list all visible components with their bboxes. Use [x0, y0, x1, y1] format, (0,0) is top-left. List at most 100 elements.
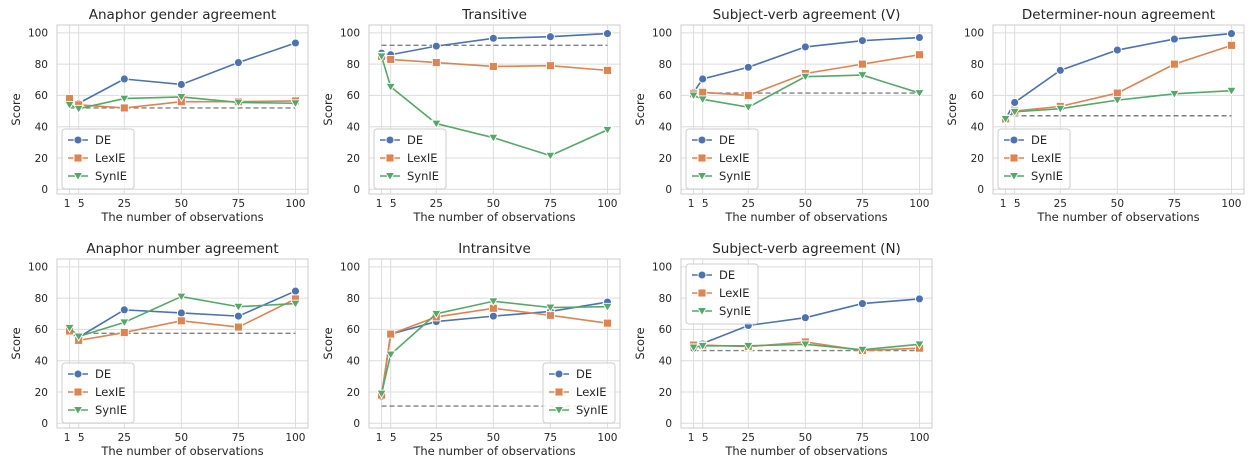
data-point-de: [1112, 45, 1122, 55]
x-axis-label: The number of observations: [1036, 210, 1199, 224]
legend-label: SynIE: [576, 403, 608, 417]
y-tick-label: 80: [659, 293, 672, 305]
legend-label: DE: [719, 268, 735, 282]
data-point-lexie: [545, 61, 555, 71]
data-point-synie: [602, 302, 613, 313]
legend-marker: [554, 369, 564, 379]
legend: DE LexIE SynIE: [373, 128, 447, 190]
legend-marker: [385, 135, 395, 145]
plot-frame: [56, 24, 309, 195]
data-point-de: [857, 299, 867, 309]
series-synie: [376, 297, 613, 399]
plot-frame: [992, 24, 1245, 195]
x-tick-label: 1: [376, 198, 383, 210]
x-tick-label: 100: [1221, 198, 1241, 210]
legend-marker: [72, 406, 84, 416]
x-axis-label: The number of observations: [100, 210, 263, 224]
x-tick-label: 50: [799, 432, 812, 444]
legend-marker: [73, 153, 83, 163]
x-tick-label: 1: [64, 432, 71, 444]
legend-entry-de: DE: [68, 133, 111, 147]
x-tick-label: 5: [78, 198, 85, 210]
x-tick-label: 50: [175, 432, 188, 444]
data-point-synie: [602, 125, 613, 136]
legend-label: LexIE: [95, 151, 126, 165]
data-point-lexie: [1112, 88, 1122, 98]
y-tick-label: 20: [35, 153, 48, 165]
legend-entry-lexie: LexIE: [692, 151, 750, 165]
data-point-lexie: [1226, 40, 1236, 50]
legend-entry-synie: SynIE: [380, 169, 439, 183]
y-tick-label: 60: [35, 324, 48, 336]
data-point-de: [1055, 65, 1065, 75]
series-line-lexie: [380, 307, 608, 396]
data-point-de: [915, 33, 924, 42]
legend-entry-de: DE: [549, 367, 592, 381]
data-point-synie: [1169, 90, 1180, 100]
subplot-1: 1 5 25 50 75 100 0 20 40 60 80 100 Anaphor gender ag…: [9, 7, 309, 224]
data-point-de: [800, 313, 810, 323]
y-tick-label: 40: [35, 356, 48, 368]
data-point-synie: [118, 94, 130, 104]
data-point-synie: [64, 100, 75, 111]
data-point-synie: [64, 324, 75, 334]
data-point-de: [233, 58, 243, 68]
legend-marker: [384, 172, 396, 182]
x-tick-label: 25: [742, 198, 755, 210]
data-point-de: [1226, 29, 1236, 39]
plot-frame: [368, 258, 621, 429]
series-synie: [376, 52, 613, 161]
x-tick-label: 100: [285, 198, 305, 210]
y-tick-label: 0: [41, 418, 48, 430]
y-tick-label: 80: [35, 59, 48, 71]
data-point-lexie: [119, 328, 129, 337]
legend-entry-synie: SynIE: [692, 169, 751, 183]
y-tick-label: 60: [347, 90, 360, 102]
legend-entry-synie: SynIE: [68, 169, 127, 183]
x-tick-label: 25: [118, 198, 131, 210]
series-synie: [64, 292, 301, 342]
y-tick-label: 0: [353, 418, 360, 430]
legend-label: DE: [576, 367, 592, 381]
x-tick-label: 100: [597, 432, 617, 444]
legend-label: SynIE: [1031, 169, 1063, 183]
data-point-synie: [385, 82, 397, 93]
chart-title: Subject-verb agreement (N): [712, 241, 901, 257]
plot-frame: [680, 258, 933, 429]
data-point-de: [431, 41, 441, 51]
legend-marker: [696, 307, 708, 317]
legend: DE LexIE SynIE: [685, 263, 759, 325]
y-tick-label: 80: [971, 59, 984, 71]
plot-frame: [368, 24, 621, 195]
legend-marker: [697, 153, 707, 163]
legend-entry-lexie: LexIE: [380, 151, 438, 165]
x-tick-label: 75: [856, 198, 869, 210]
y-tick-label: 20: [971, 153, 984, 165]
y-tick-label: 40: [35, 122, 48, 134]
data-point-de: [1010, 98, 1020, 107]
x-tick-label: 50: [487, 198, 500, 210]
legend-label: SynIE: [719, 169, 751, 183]
data-point-synie: [1054, 104, 1066, 115]
x-tick-label: 1: [64, 198, 71, 210]
data-point-lexie: [233, 322, 243, 332]
legend: DE LexIE SynIE: [61, 362, 135, 424]
data-point-synie: [73, 104, 85, 115]
x-tick-label: 25: [742, 432, 755, 444]
y-tick-label: 0: [977, 184, 984, 196]
data-point-lexie: [915, 50, 924, 60]
chart-title: Intransitve: [458, 241, 531, 257]
data-point-synie: [1009, 107, 1021, 118]
data-point-lexie: [698, 87, 708, 97]
x-tick-label: 25: [1054, 198, 1067, 210]
y-tick-label: 100: [340, 262, 360, 274]
plot-frame: [680, 24, 933, 195]
data-point-synie: [1111, 96, 1123, 106]
data-point-synie: [545, 303, 556, 313]
subplot-6: 1 5 25 50 75 100 0 20 40 60 80 100 Intransitve The nu…: [321, 241, 621, 458]
legend-marker: [1008, 172, 1020, 182]
y-tick-label: 60: [971, 90, 984, 102]
legend: DE LexIE SynIE: [685, 128, 759, 190]
legend-marker: [1009, 135, 1019, 145]
legend-label: DE: [407, 133, 423, 147]
